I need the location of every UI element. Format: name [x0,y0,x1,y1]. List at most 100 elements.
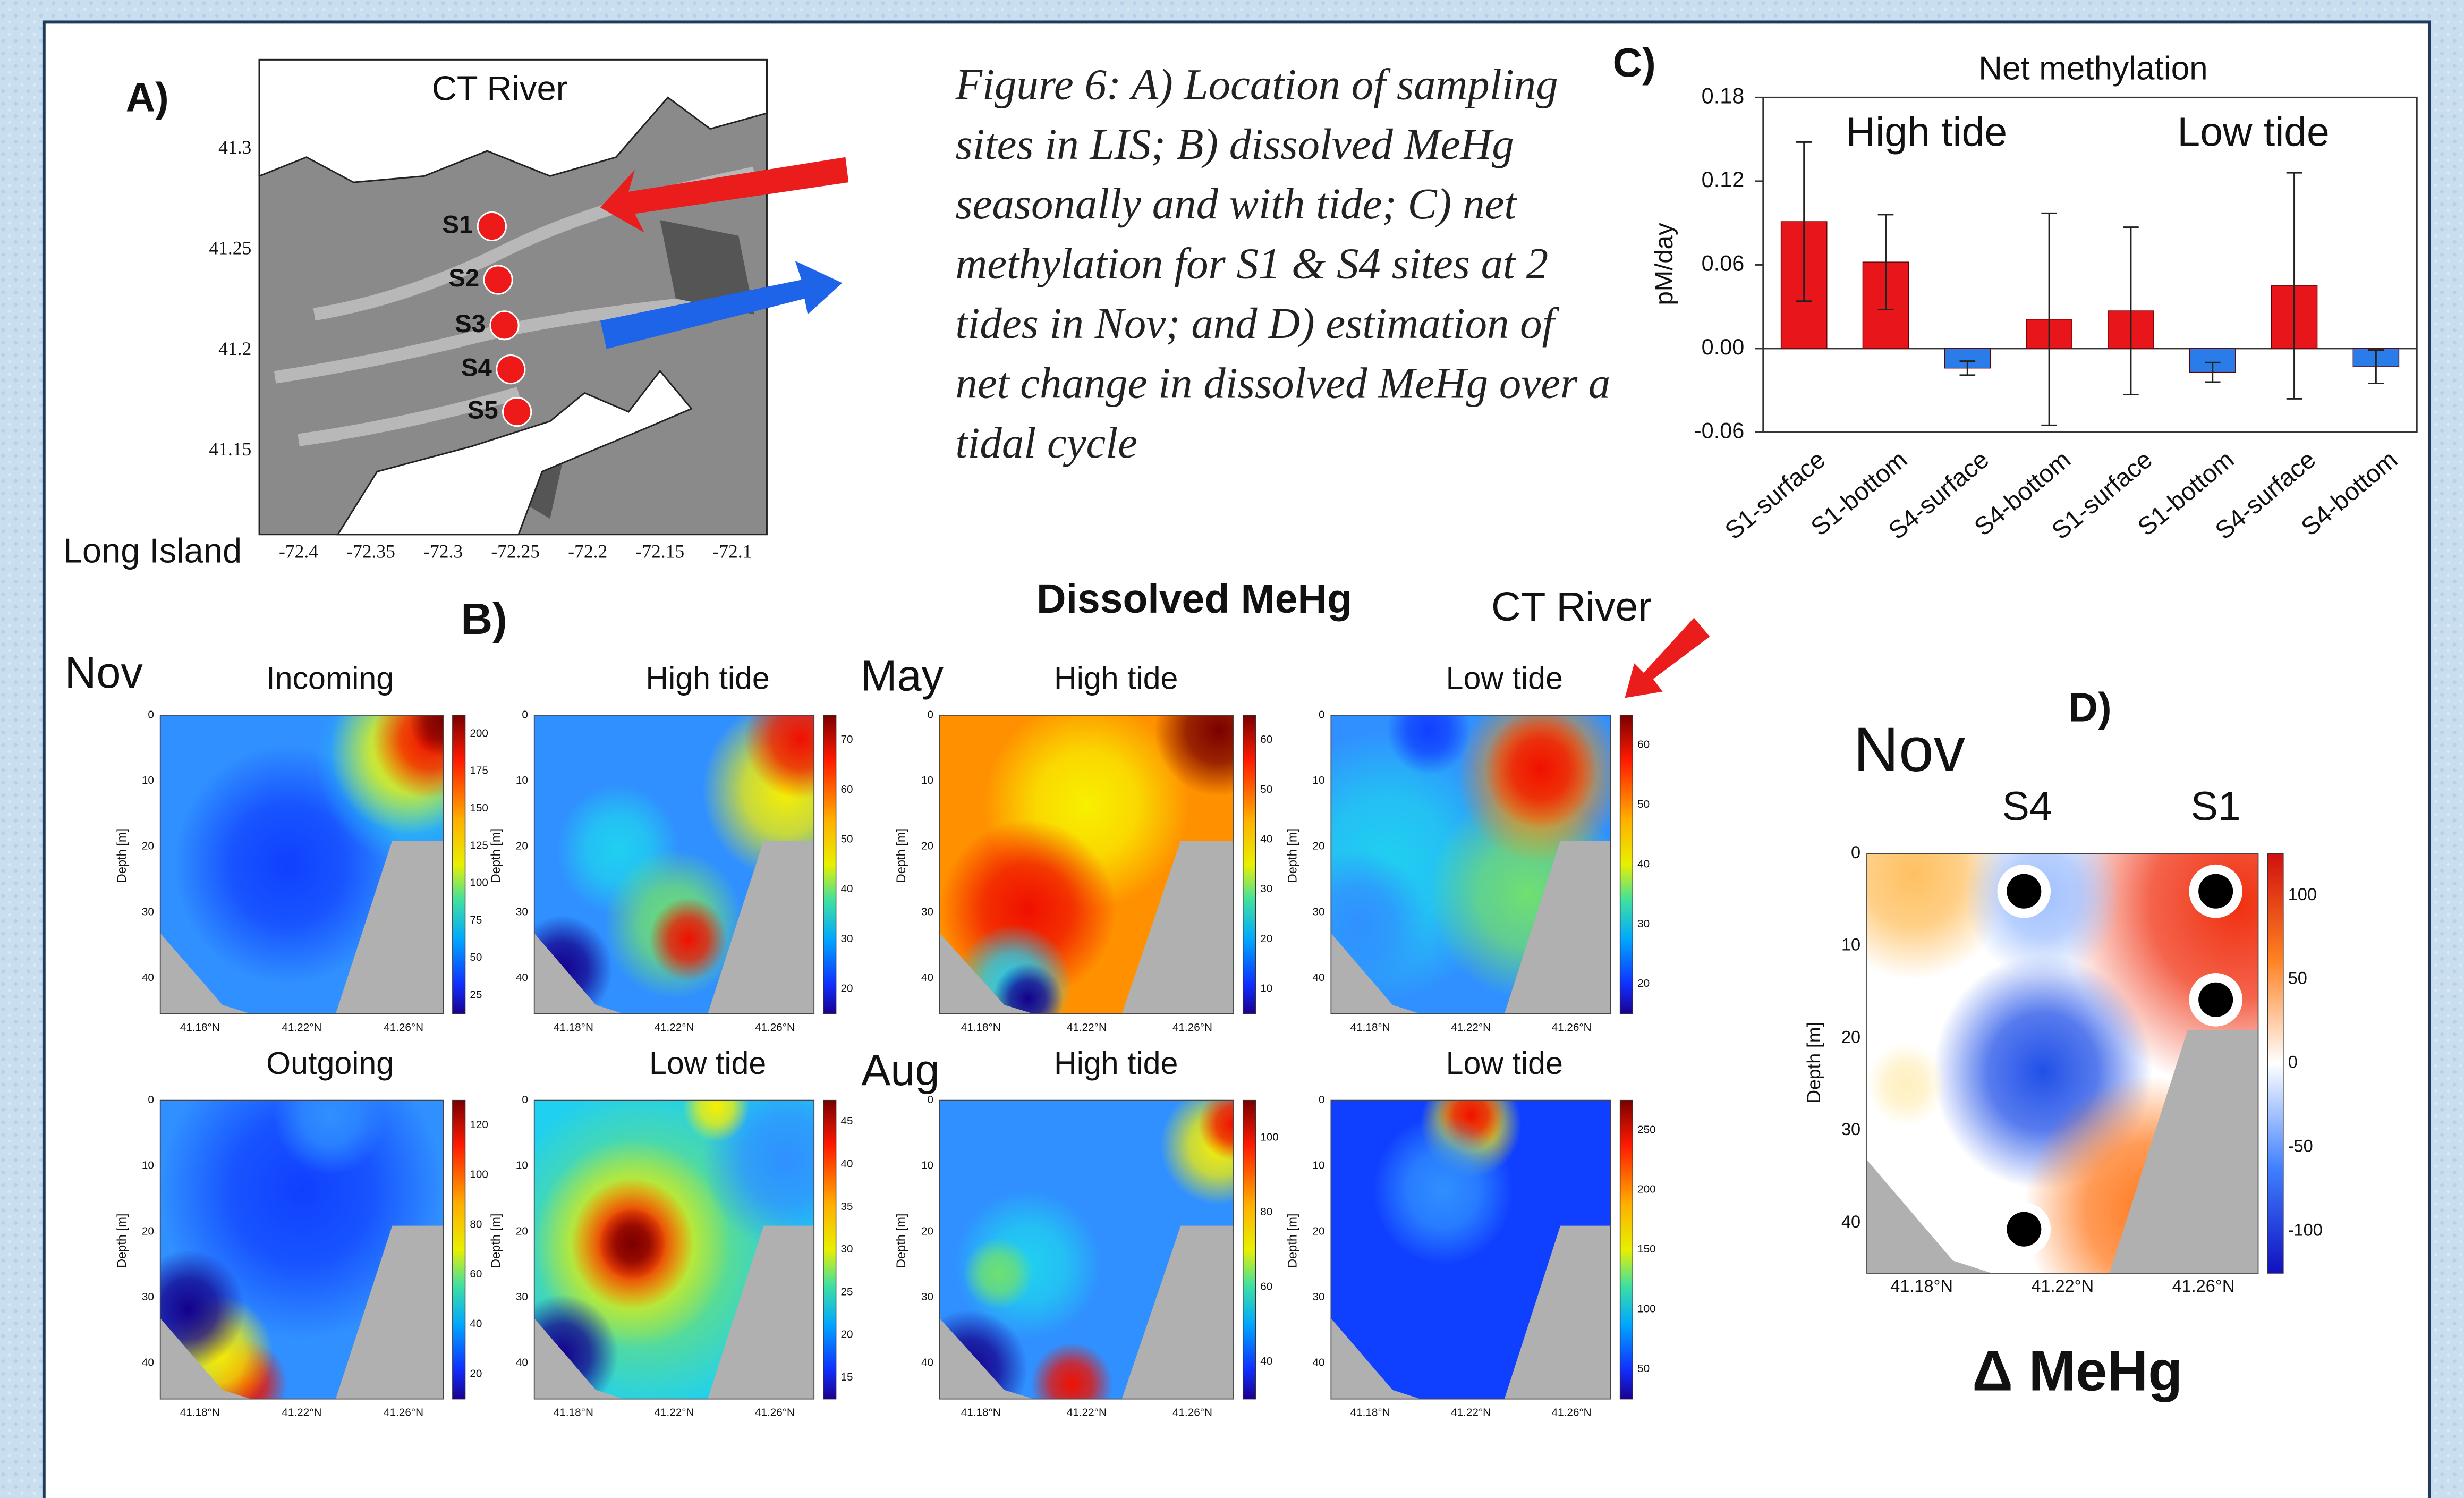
depth-tick-label: 30 [921,905,933,918]
depth-axis-label: Depth [m] [115,1213,129,1268]
seafloor [1866,1160,1992,1274]
heatmap [939,715,1234,1014]
seafloor [534,933,624,1014]
colorbar-tick-label: 40 [840,1158,853,1170]
colorbar-tick-label: 60 [840,783,853,795]
lat-tick-label: 41.26°N [1172,1021,1212,1034]
depth-axis-label: Depth [m] [895,1213,908,1268]
depth-axis-label: Depth [m] [1286,1213,1300,1268]
land [336,369,693,536]
heat-blob [649,897,727,981]
depth-tick-label: 20 [1313,840,1325,852]
depth-tick-label: 30 [142,1291,154,1303]
heatmap [534,1100,814,1399]
lon-tick-label: -72.15 [635,540,684,562]
island-label: Long Island [63,531,242,570]
site-marker [496,354,526,385]
colorbar-tick-label: 60 [1637,739,1650,751]
depth-tick-label: 0 [522,1094,528,1106]
lat-tick-label: 41.25 [209,237,251,258]
heat-blob [273,1100,387,1175]
season-label: Aug [861,1045,939,1095]
lat-tick-label: 41.18°N [1350,1407,1390,1419]
depth-tick-label: 10 [516,774,528,786]
depth-tick-label: 30 [1313,905,1325,918]
site-marker [502,396,532,427]
heat-blob [1154,715,1234,796]
y-tick-label: 0.18 [1702,83,1745,108]
colorbar-tick-label: 100 [1260,1131,1279,1143]
site-label: S1 [2191,784,2241,830]
colorbar [452,715,466,1014]
depth-tick-label: 10 [921,1160,933,1172]
colorbar-tick-label: 50 [1637,798,1650,810]
lat-tick-label: 41.22°N [1067,1021,1107,1034]
y-tick-label: 0.12 [1702,167,1745,192]
colorbar [823,1099,837,1400]
heat-blob [1331,849,1429,999]
error-bar [1959,360,1976,376]
depth-tick-label: 30 [516,905,528,918]
depth-tick-label: 20 [921,840,933,852]
heatmap-frame [1330,1099,1611,1400]
colorbar-tick-label: 50 [840,833,853,845]
heat-blob [963,1238,1034,1310]
bar [1944,348,1991,369]
depth-tick-label: 20 [142,1225,154,1237]
colorbar [1619,715,1634,1014]
seafloor [939,933,1034,1014]
sample-dot [2198,874,2233,909]
heatmap-frame [533,1099,815,1400]
lon-tick-label: -72.1 [712,540,752,562]
panel-title: Δ MeHg [1972,1339,2182,1402]
land [258,58,768,183]
lon-tick-label: -72.4 [279,540,318,562]
heatmap [939,1100,1234,1399]
colorbar-tick-label: 25 [840,1285,853,1298]
colorbar-tick-label: 40 [1260,833,1272,845]
plot-title: High tide [645,660,769,696]
plot-title: High tide [1054,1045,1178,1081]
colorbar-tick-label: 30 [1637,918,1650,930]
error-bar [2368,349,2384,385]
seafloor [1331,933,1421,1014]
site-marker [477,211,507,242]
sample-dot [2007,874,2042,909]
lat-tick-label: 41.18°N [1350,1021,1390,1034]
depth-tick-label: 20 [1841,1027,1860,1046]
annotation: Low tide [2177,109,2329,155]
panel-label: B) [461,594,507,644]
heatmap-frame [939,715,1234,1014]
panel-label: C) [1613,40,1656,86]
depth-tick-label: 0 [148,708,154,721]
colorbar-tick-label: 100 [470,1169,488,1181]
lat-tick-label: 41.22°N [1067,1407,1107,1419]
lat-tick-label: 41.18°N [961,1407,1001,1419]
colorbar-tick-label: 60 [1260,733,1272,746]
error-bar [2123,226,2139,396]
heatmap-frame [1330,715,1611,1014]
seafloor [335,840,444,1014]
y-axis-label: pM/day [1650,223,1678,305]
heat-blob [598,1207,666,1280]
seafloor [1504,1225,1611,1399]
depth-axis-label: Depth [m] [115,828,129,883]
seafloor [335,1225,444,1399]
lat-tick-label: 41.18°N [1890,1276,1953,1296]
colorbar-tick-label: 100 [470,877,488,889]
season-label: May [861,651,944,700]
colorbar-tick-label: 175 [470,765,488,777]
panel-label: D) [2068,684,2111,730]
site-marker [483,265,513,295]
caption: Figure 6: A) Location of sampling sites … [955,61,1611,469]
lat-tick-label: 41.26°N [1552,1407,1592,1419]
colorbar-tick-label: 40 [840,883,853,895]
colorbar-tick-label: 40 [1637,858,1650,870]
colorbar-tick-label: -50 [2288,1137,2313,1156]
colorbar-tick-label: 30 [1260,883,1272,895]
heatmap [1331,1100,1611,1399]
lon-tick-label: -72.25 [491,540,540,562]
colorbar-tick-label: 15 [840,1371,853,1383]
